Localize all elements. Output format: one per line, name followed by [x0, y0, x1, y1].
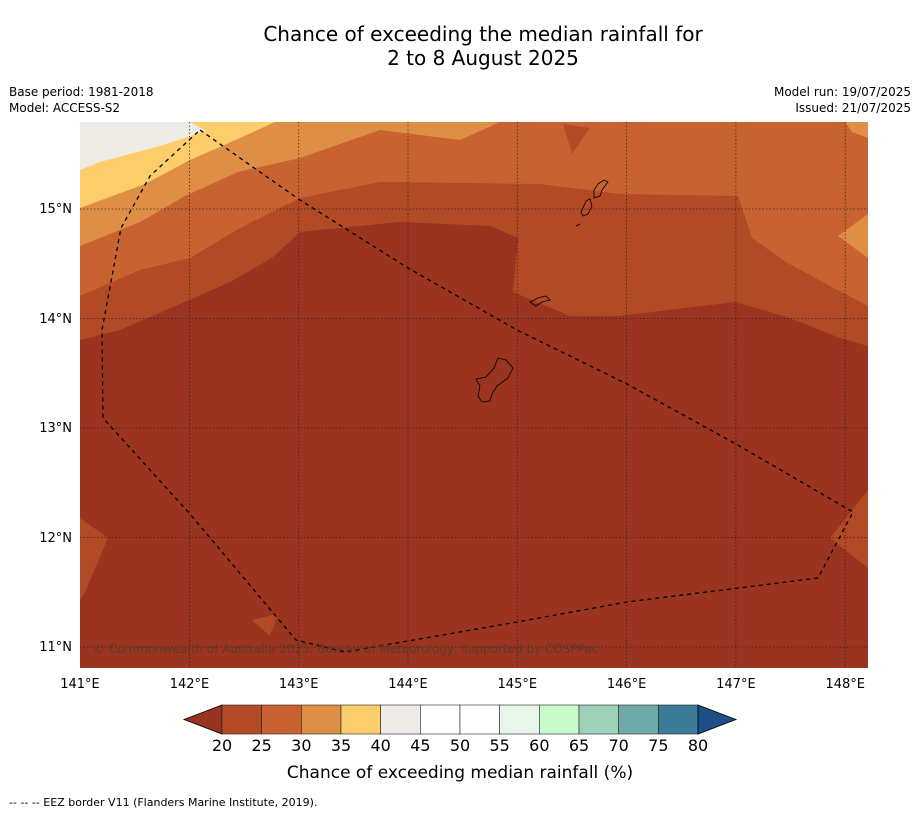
lon-tick-145: 145°E: [498, 677, 538, 692]
colorbar-tick-label: 50: [450, 736, 470, 755]
base-period-label: Base period: 1981-2018: [9, 85, 154, 99]
lon-tick-labels: 141°E 142°E 143°E 144°E 145°E 146°E 147°…: [60, 677, 865, 692]
colorbar-tick-label: 45: [410, 736, 430, 755]
lat-tick-14: 14°N: [39, 312, 72, 327]
meta-right: Model run: 19/07/2025 Issued: 21/07/2025: [774, 84, 911, 116]
meta-left: Base period: 1981-2018 Model: ACCESS-S2: [9, 84, 154, 116]
colorbar: [182, 704, 738, 735]
aguijan-island: [575, 223, 581, 227]
rota-island: [529, 295, 551, 307]
lon-tick-143: 143°E: [279, 677, 319, 692]
colorbar-swatch: [420, 704, 461, 735]
lon-tick-141: 141°E: [60, 677, 100, 692]
eez-border: [101, 129, 854, 653]
zone-35-40-patch-e: [838, 214, 868, 258]
colorbar-tick-labels: 20 25 30 35 40 45 50 55 60 65 70 75 80: [212, 736, 708, 755]
colorbar-swatch: [340, 704, 381, 735]
colorbar-swatch: [539, 704, 580, 735]
colorbar-swatch: [221, 704, 262, 735]
guam-island: [475, 357, 514, 403]
title-line-2: 2 to 8 August 2025: [387, 46, 579, 70]
zone-35-40-patch-ne: [845, 122, 868, 138]
colorbar-swatch: [658, 704, 699, 735]
colorbar-tick-label: 20: [212, 736, 232, 755]
colorbar-tick-label: 80: [688, 736, 708, 755]
zone-25-30-patch-w: [80, 518, 108, 600]
zone-25-30-patch-se: [830, 490, 868, 568]
title-line-1: Chance of exceeding the median rainfall …: [263, 22, 703, 46]
islands: [475, 179, 609, 403]
colorbar-swatch: [578, 704, 619, 735]
saipan-island: [593, 179, 609, 199]
colorbar-swatch: [301, 704, 342, 735]
zone-25-30-patch-s: [252, 614, 278, 636]
colorbar-swatch: [261, 704, 302, 735]
colorbar-title: Chance of exceeding median rainfall (%): [287, 763, 633, 783]
model-label: Model: ACCESS-S2: [9, 101, 121, 115]
model-run-label: Model run: 19/07/2025: [773, 85, 911, 99]
zone-25-30-patch: [563, 124, 590, 154]
zone-30-35: [80, 122, 868, 306]
colorbar-tick-label: 75: [648, 736, 668, 755]
colorbar-tick-label: 35: [331, 736, 351, 755]
colorbar-under-arrow: [182, 704, 223, 735]
lon-tick-148: 148°E: [825, 677, 865, 692]
probability-field: [80, 122, 868, 668]
colorbar-tick-label: 65: [569, 736, 589, 755]
colorbar-tick-label: 30: [291, 736, 311, 755]
colorbar-tick-label: 25: [251, 736, 271, 755]
lon-tick-144: 144°E: [388, 677, 428, 692]
lat-tick-13: 13°N: [39, 421, 72, 436]
lat-tick-15: 15°N: [39, 202, 72, 217]
lat-tick-12: 12°N: [39, 531, 72, 546]
lat-tick-labels: 15°N 14°N 13°N 12°N 11°N: [39, 202, 72, 655]
colorbar-swatch: [459, 704, 500, 735]
colorbar-tick-label: 55: [489, 736, 509, 755]
zone-45-50: [80, 122, 206, 170]
colorbar-over-arrow: [697, 704, 738, 735]
issued-label: Issued: 21/07/2025: [795, 101, 911, 115]
colorbar-tick-label: 70: [608, 736, 628, 755]
lat-tick-11: 11°N: [39, 640, 72, 655]
lon-tick-142: 142°E: [170, 677, 210, 692]
lon-tick-147: 147°E: [716, 677, 756, 692]
colorbar-swatch: [380, 704, 421, 735]
lon-tick-146: 146°E: [607, 677, 647, 692]
colorbar-tick-label: 60: [529, 736, 549, 755]
colorbar-swatch: [499, 704, 540, 735]
graticule: [80, 122, 868, 668]
chart-title: Chance of exceeding the median rainfall …: [0, 22, 919, 70]
copyright-label: © Commonwealth of Australia 2025, Bureau…: [93, 642, 598, 656]
map-figure: © Commonwealth of Australia 2025, Bureau…: [39, 122, 868, 783]
tinian-island: [580, 198, 593, 217]
colorbar-swatch: [618, 704, 659, 735]
eez-footnote: -- -- -- EEZ border V11 (Flanders Marine…: [9, 796, 318, 809]
colorbar-tick-label: 40: [370, 736, 390, 755]
